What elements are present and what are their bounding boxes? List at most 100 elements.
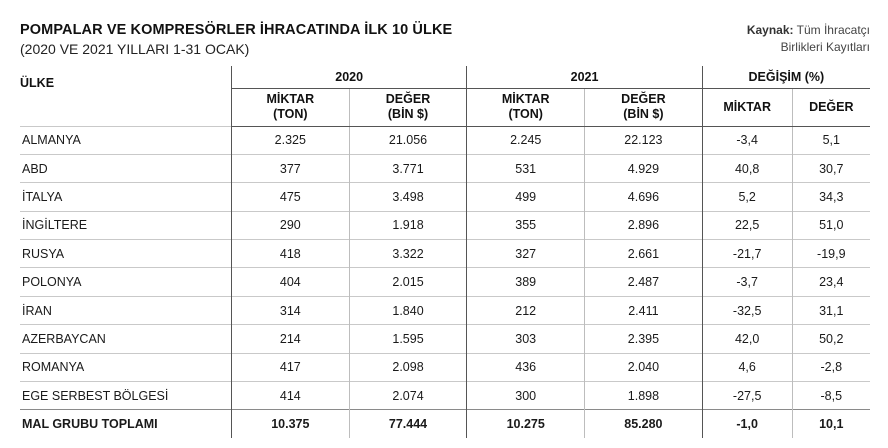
- val-2021-cell: 22.123: [584, 125, 703, 155]
- country-cell: İRAN: [20, 295, 232, 325]
- change-val-cell: -8,5: [791, 381, 870, 410]
- change-qty-cell: -3,7: [701, 267, 793, 297]
- val-2020-header: DEĞER (BİN $): [348, 88, 467, 127]
- country-cell: AZERBAYCAN: [20, 324, 232, 354]
- qty-2020-cell: 417: [230, 352, 350, 382]
- val-2020-cell: 3.498: [348, 182, 467, 212]
- country-cell: RUSYA: [20, 239, 232, 268]
- val-2021-cell: 85.280: [584, 409, 703, 439]
- val-2021-cell: 2.411: [584, 295, 703, 325]
- change-val-cell: -19,9: [791, 239, 870, 268]
- change-val-cell: 31,1: [791, 295, 870, 325]
- val-2020-cell: 2.074: [348, 381, 467, 410]
- val-2020-cell: 1.595: [348, 324, 467, 354]
- table-row: EGE SERBEST BÖLGESİ 414 2.074 300 1.898 -27,5…: [20, 381, 870, 410]
- group-header-change: DEĞİŞİM (%): [701, 66, 870, 89]
- table-row: ALMANYA 2.325 21.056 2.245 22.123 -3,4 5,1: [20, 125, 870, 155]
- group-header-2020: 2020: [230, 66, 467, 89]
- val-2021-cell: 4.696: [584, 182, 703, 212]
- change-qty-header: MİKTAR: [701, 88, 793, 127]
- total-row: MAL GRUBU TOPLAMI 10.375 77.444 10.275 85.28…: [20, 409, 870, 439]
- source-label: Kaynak:: [746, 23, 794, 37]
- table-row: İNGİLTERE 290 1.918 355 2.896 22,5 51,0: [20, 210, 870, 240]
- qty-2020-cell: 290: [230, 210, 350, 240]
- page-subtitle: (2020 VE 2021 YILLARI 1-31 OCAK): [20, 41, 250, 57]
- qty-2021-cell: 212: [466, 295, 585, 325]
- change-qty-cell: -32,5: [701, 295, 793, 325]
- change-qty-cell: 5,2: [701, 182, 793, 212]
- val-2021-cell: 2.395: [584, 324, 703, 354]
- source-line-1: Tüm İhracatçı: [796, 23, 870, 37]
- val-2021-cell: 1.898: [584, 381, 703, 410]
- qty-2020-cell: 10.375: [230, 409, 350, 439]
- table-header: POMPALAR VE KOMPRESÖRLER İHRACATINDA İLK…: [20, 22, 870, 62]
- val-2020-cell: 2.015: [348, 267, 467, 297]
- table-row: RUSYA 418 3.322 327 2.661 -21,7 -19,9: [20, 239, 870, 268]
- country-cell: EGE SERBEST BÖLGESİ: [20, 381, 232, 410]
- qty-2020-cell: 2.325: [230, 125, 350, 155]
- val-2020-cell: 77.444: [348, 409, 467, 439]
- qty-2020-header: MİKTAR (TON): [230, 88, 350, 127]
- source-note: Kaynak: Tüm İhracatçı Birlikleri Kayıtla…: [747, 22, 870, 56]
- qty-2021-cell: 327: [466, 239, 585, 268]
- country-cell: İNGİLTERE: [20, 210, 232, 240]
- qty-2020-cell: 314: [230, 295, 350, 325]
- table-row: İRAN 314 1.840 212 2.411 -32,5 31,1: [20, 295, 870, 325]
- table-row: ROMANYA 417 2.098 436 2.040 4,6 -2,8: [20, 352, 870, 382]
- qty-2021-cell: 355: [466, 210, 585, 240]
- change-val-header: DEĞER: [791, 88, 870, 127]
- qty-2021-cell: 436: [466, 352, 585, 382]
- qty-2021-cell: 10.275: [466, 409, 585, 439]
- val-2020-cell: 1.918: [348, 210, 467, 240]
- qty-2020-cell: 377: [230, 153, 350, 183]
- change-qty-cell: 22,5: [701, 210, 793, 240]
- qty-2020-cell: 418: [230, 239, 350, 268]
- change-val-cell: 34,3: [791, 182, 870, 212]
- val-2021-cell: 2.661: [584, 239, 703, 268]
- table-row: ABD 377 3.771 531 4.929 40,8 30,7: [20, 153, 870, 183]
- val-2020-cell: 1.840: [348, 295, 467, 325]
- change-qty-cell: 42,0: [701, 324, 793, 354]
- val-2021-cell: 2.896: [584, 210, 703, 240]
- qty-2021-cell: 389: [466, 267, 585, 297]
- country-column-header: ÜLKE: [20, 76, 55, 90]
- change-qty-cell: -21,7: [701, 239, 793, 268]
- change-val-cell: 51,0: [791, 210, 870, 240]
- table-row: İTALYA 475 3.498 499 4.696 5,2 34,3: [20, 182, 870, 212]
- change-val-cell: 5,1: [791, 125, 870, 155]
- val-2020-cell: 3.771: [348, 153, 467, 183]
- change-val-cell: 30,7: [791, 153, 870, 183]
- change-val-cell: 10,1: [791, 409, 870, 439]
- change-val-cell: 23,4: [791, 267, 870, 297]
- table-row: AZERBAYCAN 214 1.595 303 2.395 42,0 50,2: [20, 324, 870, 354]
- qty-2021-cell: 2.245: [466, 125, 585, 155]
- country-cell: MAL GRUBU TOPLAMI: [20, 409, 232, 439]
- val-2021-cell: 2.040: [584, 352, 703, 382]
- change-val-cell: -2,8: [791, 352, 870, 382]
- change-qty-cell: 40,8: [701, 153, 793, 183]
- country-cell: ABD: [20, 153, 232, 183]
- change-qty-cell: -3,4: [701, 125, 793, 155]
- val-2020-cell: 21.056: [348, 125, 467, 155]
- source-line-2: Birlikleri Kayıtları: [780, 40, 870, 54]
- export-table: ÜLKE 2020 2021 DEĞİŞİM (%) MİKTAR (TON) D…: [20, 66, 870, 439]
- country-cell: İTALYA: [20, 182, 232, 212]
- change-qty-cell: -27,5: [701, 381, 793, 410]
- qty-2020-cell: 414: [230, 381, 350, 410]
- val-2021-cell: 2.487: [584, 267, 703, 297]
- table-row: POLONYA 404 2.015 389 2.487 -3,7 23,4: [20, 267, 870, 297]
- qty-2021-cell: 499: [466, 182, 585, 212]
- qty-2021-cell: 531: [466, 153, 585, 183]
- country-cell: ROMANYA: [20, 352, 232, 382]
- qty-2020-cell: 214: [230, 324, 350, 354]
- val-2021-cell: 4.929: [584, 153, 703, 183]
- val-2020-cell: 3.322: [348, 239, 467, 268]
- page-title: POMPALAR VE KOMPRESÖRLER İHRACATINDA İLK…: [20, 22, 453, 38]
- qty-2020-cell: 475: [230, 182, 350, 212]
- change-qty-cell: -1,0: [701, 409, 793, 439]
- qty-2021-cell: 300: [466, 381, 585, 410]
- group-header-2021: 2021: [466, 66, 703, 89]
- change-qty-cell: 4,6: [701, 352, 793, 382]
- qty-2020-cell: 404: [230, 267, 350, 297]
- val-2021-header: DEĞER (BİN $): [584, 88, 703, 127]
